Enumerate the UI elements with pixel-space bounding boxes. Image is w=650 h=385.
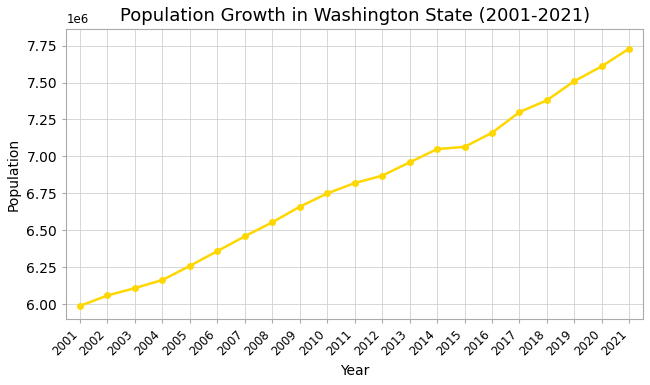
- Title: Population Growth in Washington State (2001-2021): Population Growth in Washington State (2…: [120, 7, 590, 25]
- Text: 1e6: 1e6: [66, 13, 88, 27]
- X-axis label: Year: Year: [340, 364, 369, 378]
- Y-axis label: Population: Population: [7, 138, 21, 211]
